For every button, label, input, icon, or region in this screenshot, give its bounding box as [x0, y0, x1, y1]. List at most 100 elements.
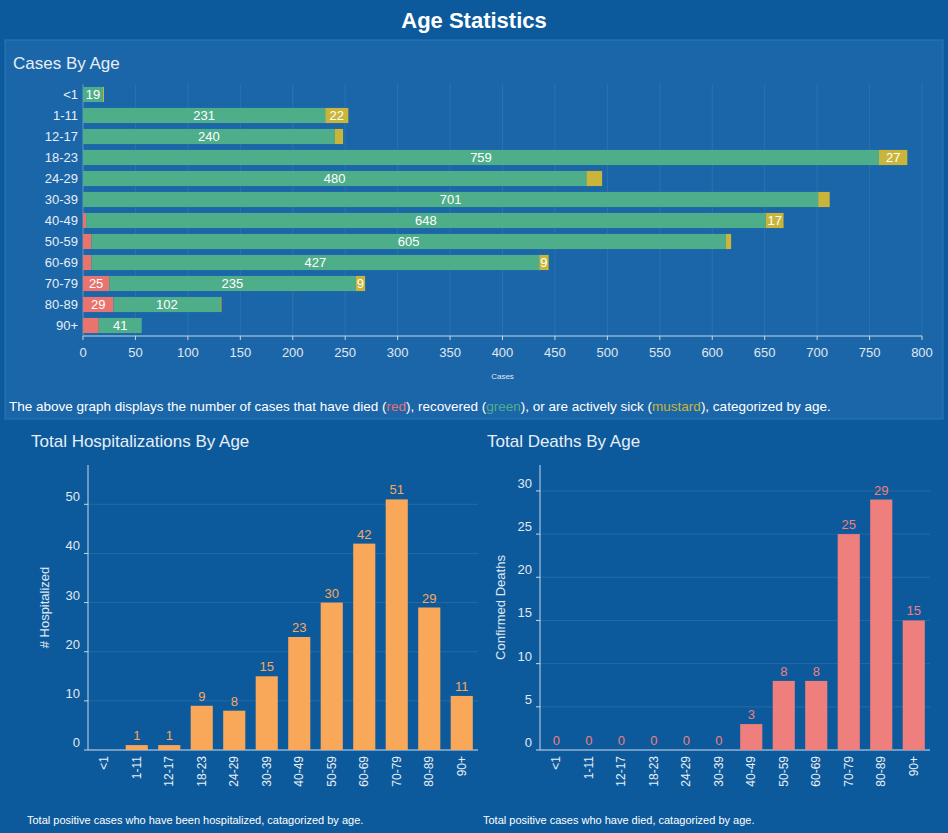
tick-mark: [764, 336, 765, 340]
tick-label: 25: [518, 519, 532, 534]
data-label: 9: [198, 689, 205, 704]
bar-segment: [539, 255, 548, 270]
bar-segment: [91, 234, 725, 249]
tick-mark: [554, 336, 555, 340]
legend-entry: mustard: [652, 399, 701, 414]
tick-label: 15: [518, 605, 532, 620]
axis-title: Cases: [491, 372, 514, 381]
tick-mark: [536, 577, 540, 578]
data-labels: 2529192312407594807016486054272351024122…: [86, 87, 901, 333]
tick-mark: [536, 534, 540, 535]
tick-mark: [712, 336, 713, 340]
category-label: <1: [549, 756, 563, 770]
bar: [903, 620, 925, 750]
bar-segment: [83, 87, 103, 102]
category-label: <1: [63, 87, 78, 102]
data-label: 15: [907, 603, 921, 618]
category-label: 30-39: [45, 192, 78, 207]
bar-segment: [726, 234, 731, 249]
category-label: 24-29: [45, 171, 78, 186]
bar: [838, 534, 860, 750]
data-label: 29: [422, 591, 436, 606]
page-title: Age Statistics: [401, 8, 547, 33]
data-label: 8: [813, 664, 820, 679]
bar-segment: [356, 276, 365, 291]
grid-line: [817, 84, 818, 336]
bar-segment: [766, 213, 784, 228]
axis-line: [540, 465, 541, 750]
category-label: 80-89: [45, 297, 78, 312]
tick-mark: [869, 336, 870, 340]
axis-line: [83, 336, 922, 337]
bar: [158, 745, 180, 750]
tick-label: 300: [387, 345, 409, 360]
category-label: 40-49: [292, 756, 306, 787]
grid-line: [869, 84, 870, 336]
tick-mark: [84, 700, 88, 701]
bar: [805, 681, 827, 750]
grid-line: [502, 84, 503, 336]
tick-label: 5: [525, 692, 532, 707]
tick-label: 750: [859, 345, 881, 360]
chart: Cases By Age0501001502002503003504004505…: [9, 54, 933, 414]
data-label: 29: [91, 297, 105, 312]
tick-label: 150: [229, 345, 251, 360]
tick-label: 20: [518, 562, 532, 577]
tick-label: 700: [806, 345, 828, 360]
data-label: 9: [540, 255, 547, 270]
tick-mark: [536, 620, 540, 621]
tick-mark: [135, 336, 136, 340]
tick-mark: [83, 336, 84, 340]
category-label: 24-29: [679, 756, 693, 787]
category-label: 30-39: [712, 756, 726, 787]
data-label: 240: [198, 129, 220, 144]
data-label: 648: [415, 213, 437, 228]
tick-mark: [536, 490, 540, 491]
tick-mark: [817, 336, 818, 340]
tick-label: 0: [73, 735, 80, 750]
data-label: 605: [398, 234, 420, 249]
legend-entry: red: [386, 399, 406, 414]
data-label: 1: [133, 728, 140, 743]
category-label: 70-79: [390, 756, 404, 787]
data-label: 701: [440, 192, 462, 207]
bar: [610, 750, 632, 751]
grid-line: [88, 602, 478, 603]
tick-mark: [607, 336, 608, 340]
data-labels: 000000388252915: [553, 483, 921, 748]
data-label: 42: [357, 527, 371, 542]
bar-segment: [91, 255, 539, 270]
tick-mark: [536, 706, 540, 707]
tick-label: 10: [66, 686, 80, 701]
grid-line: [554, 84, 555, 336]
category-label: 50-59: [45, 234, 78, 249]
category-label: 90+: [455, 756, 469, 776]
category-label: 60-69: [357, 756, 371, 787]
data-label: 102: [156, 297, 178, 312]
tick-mark: [345, 336, 346, 340]
tick-mark: [240, 336, 241, 340]
bar-segment: [818, 192, 830, 207]
tick-label: 0: [525, 735, 532, 750]
category-label: 12-17: [162, 756, 176, 787]
tick-mark: [84, 750, 88, 751]
tick-label: 550: [649, 345, 671, 360]
legend-entry: green: [486, 399, 521, 414]
category-label: 1-11: [53, 108, 78, 123]
data-label: 29: [874, 483, 888, 498]
tick-mark: [502, 336, 503, 340]
tick-label: 30: [518, 476, 532, 491]
data-label: 0: [618, 733, 625, 748]
bar-segment: [325, 108, 348, 123]
data-label: 22: [330, 108, 344, 123]
tick-label: 100: [177, 345, 199, 360]
tick-label: 200: [282, 345, 304, 360]
category-label: 80-89: [422, 756, 436, 787]
tick-label: 250: [334, 345, 356, 360]
tick-label: 50: [66, 489, 80, 504]
bar-segment: [103, 87, 104, 102]
tick-mark: [84, 504, 88, 505]
tick-mark: [536, 750, 540, 751]
category-label: 24-29: [227, 756, 241, 787]
bar-segment: [86, 213, 766, 228]
